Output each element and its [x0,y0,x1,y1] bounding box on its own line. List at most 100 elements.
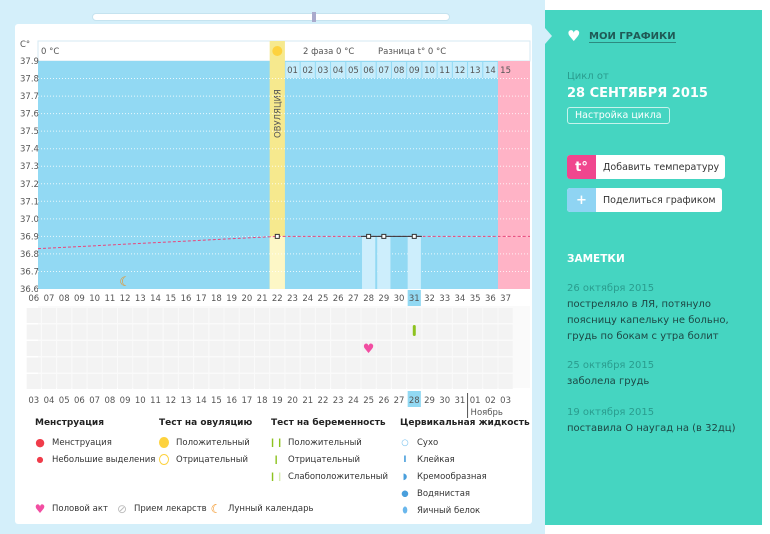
grid-cell [117,357,133,373]
legend-label: Клейкая [417,454,455,465]
phase2-cell [498,62,513,78]
grid-cell [331,324,346,340]
grid-cell [361,374,376,389]
my-charts-link[interactable]: МОИ ГРАФИКИ [589,31,676,43]
grid-cell [117,324,133,340]
cycle-day-label: 25 [318,294,329,304]
grid-cell [148,324,163,340]
legend-cervical: Цервикальная жидкость ○ Сухо I Клейкая ◗ Кр… [400,418,530,519]
date-label: 30 [439,396,450,406]
cycle-day-label: 23 [287,294,298,304]
grid-cell [315,324,331,340]
two-bars-icon: ❙❙ [268,437,284,448]
share-chart-button[interactable]: + Поделиться графиком [567,188,722,212]
date-label: 18 [257,396,268,406]
moon-icon: ☾ [210,501,222,516]
date-label: 23 [333,396,344,406]
date-label: 08 [104,396,115,406]
grid-cell [57,341,72,356]
grid-cell [239,308,254,323]
legend-title: Тест на беременность [271,418,386,428]
date-label: 22 [318,396,329,406]
date-label: 03 [500,396,511,406]
cycle-settings-button[interactable]: Настройка цикла [567,107,670,124]
positive-circle-icon [159,437,169,448]
faint-bars-icon: ❙ ❙ [268,471,284,482]
note-item[interactable]: 26 октября 2015 постреляло в ЛЯ, потянуло… [567,283,757,345]
phase2-cell [346,62,361,78]
legend-ovulation-test: Тест на овуляцию Положительный Отрицател… [159,418,252,468]
phase2-cell [361,62,376,78]
grid-cell [148,308,163,323]
grid-cell [26,341,41,356]
legend-label: Слабоположительный [288,471,389,482]
grid-cell [239,357,254,373]
grid-cell [270,341,285,356]
grid-cell [285,374,300,389]
grid-cell [315,374,331,389]
grid-cell [209,374,224,389]
grid-cell [178,357,194,373]
cycle-day-label: 15 [165,294,176,304]
date-label: 09 [120,396,131,406]
phase2-cell [315,62,331,78]
small-drop-icon: ● [36,455,44,464]
grid-cell [376,308,391,323]
phase2-cell [285,62,300,78]
legend-pregnancy-test: Тест на беременность ❙❙ Положительный ❙ От… [268,418,389,485]
grid-cell [224,357,239,373]
grid-cell [209,357,224,373]
note-item[interactable]: 25 октября 2015 заболела грудь [567,360,757,390]
ovulation-column [269,41,285,289]
pregnancy-test-mark [412,325,416,336]
legend-menstruation: Менструация ● Менструация ● Небольшие выде… [35,418,155,468]
phase2-cell [407,62,422,78]
grid-cell [422,357,437,373]
add-temperature-button[interactable]: t° Добавить температуру [567,155,725,179]
phase2-number: 08 [394,66,405,76]
heart-icon: ♥ [567,27,581,45]
grid-cell [41,357,57,373]
grid-cell [194,308,209,323]
grid-cell [117,374,133,389]
phase2-number: 03 [318,66,329,76]
scrollbar-thumb[interactable] [312,12,316,22]
date-label: 31 [455,396,466,406]
cycle-day-label: 32 [424,294,435,304]
cycle-day-label: 14 [150,294,161,304]
grid-cell [376,341,391,356]
y-tick-label: 37.0 [20,215,39,225]
grid-cell [117,341,133,356]
grid-cell [163,374,178,389]
cycle-day-label: 08 [59,294,70,304]
note-item[interactable]: 19 октября 2015 поставила О наугад на (в … [567,407,757,437]
y-tick-label: 36.7 [20,267,39,277]
heart-icon: ♥ [34,501,46,516]
dry-icon: ○ [401,437,409,448]
heart-icon: ♥ [363,342,375,357]
legend-label: Лунный календарь [228,503,314,514]
y-tick-label: 36.8 [20,250,39,260]
date-label: 25 [363,396,374,406]
grid-cell [102,341,117,356]
grid-cell [163,308,178,323]
legend-intercourse: ♥ Половой акт [35,500,108,517]
grid-cell [300,324,315,340]
cycle-day-label: 37 [500,294,511,304]
temperature-point [366,233,372,239]
grid-cell [498,341,513,356]
grid-cell [26,357,41,373]
horizontal-scrollbar[interactable] [92,13,450,21]
phase2-number: 13 [470,66,481,76]
grid-cell [407,374,422,389]
y-tick-label: 37.4 [20,145,39,155]
date-label: 02 [485,396,496,406]
grid-cell [224,308,239,323]
grid-cell [483,357,498,373]
phase2-number: 11 [439,66,450,76]
grid-cell [224,374,239,389]
menses-column [497,61,530,289]
grid-cell [452,308,468,323]
legend-label: Положительный [176,437,250,448]
